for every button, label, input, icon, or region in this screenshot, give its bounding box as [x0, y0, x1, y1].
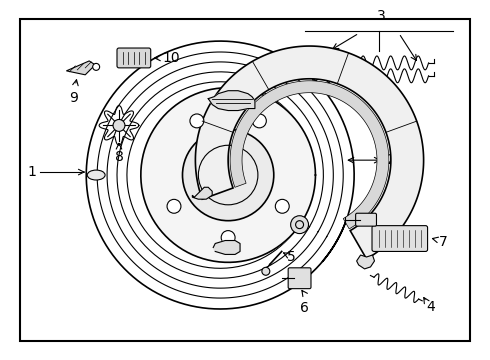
Ellipse shape: [87, 170, 105, 180]
Polygon shape: [196, 46, 424, 259]
Circle shape: [167, 199, 181, 213]
Polygon shape: [66, 61, 95, 75]
Circle shape: [275, 199, 289, 213]
Polygon shape: [357, 255, 374, 269]
Text: 3: 3: [377, 9, 385, 23]
Polygon shape: [230, 81, 389, 229]
Polygon shape: [193, 187, 212, 199]
Text: 9: 9: [69, 91, 78, 105]
Polygon shape: [141, 88, 316, 262]
Text: 6: 6: [391, 213, 400, 227]
Polygon shape: [208, 91, 255, 111]
Text: 5: 5: [287, 251, 295, 264]
Circle shape: [113, 120, 125, 131]
Circle shape: [262, 267, 270, 275]
Text: 8: 8: [115, 150, 123, 164]
Circle shape: [221, 231, 235, 244]
Text: 6: 6: [300, 301, 309, 315]
Text: 10: 10: [163, 51, 180, 65]
Text: 2: 2: [387, 153, 395, 167]
Circle shape: [190, 114, 204, 128]
Circle shape: [182, 129, 274, 221]
Polygon shape: [213, 240, 240, 255]
Circle shape: [291, 216, 309, 234]
Circle shape: [93, 63, 99, 70]
Text: 7: 7: [439, 234, 447, 248]
Circle shape: [252, 114, 267, 128]
FancyBboxPatch shape: [356, 213, 376, 226]
FancyBboxPatch shape: [288, 268, 311, 289]
Text: 1: 1: [27, 165, 36, 179]
FancyBboxPatch shape: [372, 226, 428, 251]
FancyBboxPatch shape: [117, 48, 151, 68]
Text: 4: 4: [427, 300, 435, 314]
